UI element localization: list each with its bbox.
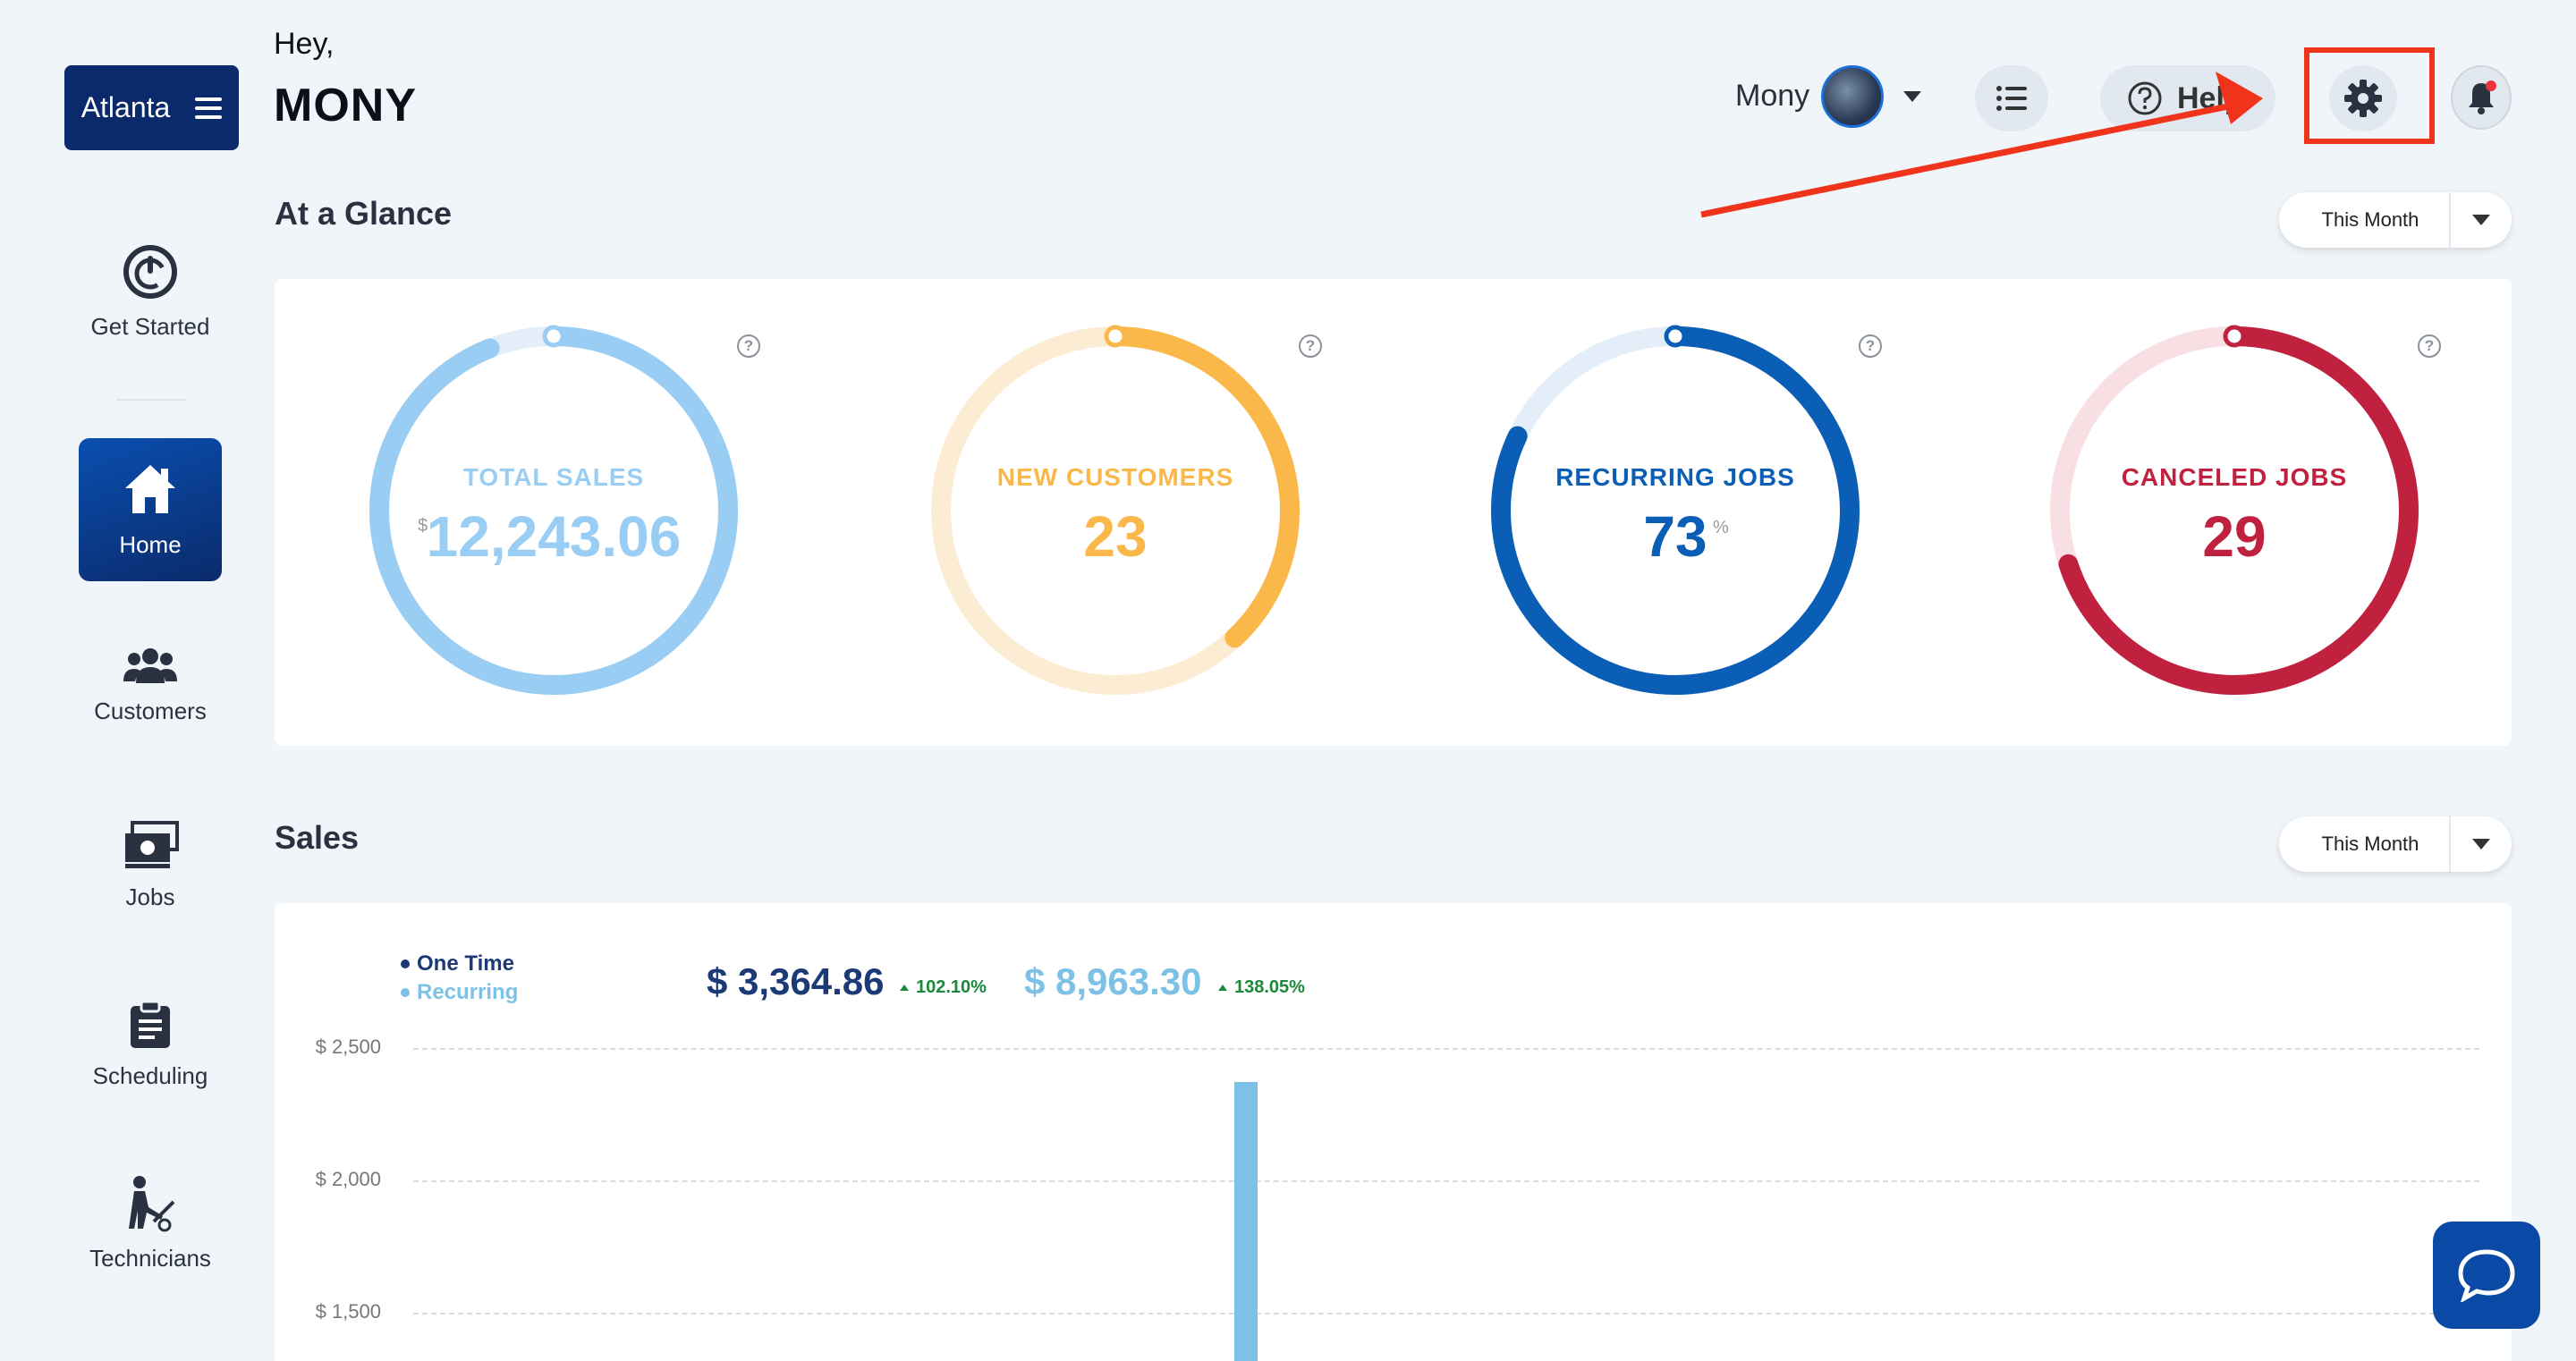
sidebar-item-label: Home xyxy=(119,530,182,558)
money-icon xyxy=(125,821,179,868)
arrow-up-icon xyxy=(900,985,909,991)
gauge-value: 73 xyxy=(1643,504,1707,569)
gauge-label: RECURRING JOBS xyxy=(1555,463,1795,491)
legend-dot xyxy=(401,959,410,968)
legend-label: One Time xyxy=(417,951,514,976)
chat-button[interactable] xyxy=(2433,1222,2540,1329)
percent-symbol: % xyxy=(1713,518,1729,537)
info-icon[interactable]: ? xyxy=(1299,334,1322,358)
sales-card xyxy=(275,903,2512,1361)
page-title: MONY xyxy=(274,80,417,131)
gauge-value: 12,243.06 xyxy=(426,504,682,569)
gear-icon xyxy=(2344,80,2382,117)
recurring-sales-value: $ 8,963.30 xyxy=(1024,960,1202,1002)
gauge-ring xyxy=(2050,325,2419,695)
recurring-change: 138.05% xyxy=(1218,977,1305,998)
chevron-down-icon xyxy=(2449,816,2512,872)
period-value: This Month xyxy=(2321,208,2419,231)
gauge-label: TOTAL SALES xyxy=(462,463,645,491)
info-icon[interactable]: ? xyxy=(737,334,760,358)
chevron-down-icon xyxy=(2449,192,2512,248)
one-time-change: 102.10% xyxy=(900,977,987,998)
notifications-button[interactable] xyxy=(2451,65,2512,130)
gauge-value: 23 xyxy=(1083,504,1148,569)
list-icon xyxy=(1996,86,2027,111)
avatar[interactable] xyxy=(1821,65,1884,128)
sidebar-item-home[interactable]: Home xyxy=(79,438,222,581)
chevron-down-icon[interactable] xyxy=(1903,91,1921,102)
power-icon xyxy=(123,245,177,299)
sidebar-item-customers[interactable]: Customers xyxy=(79,647,222,725)
legend-label: Recurring xyxy=(417,980,519,1004)
gauge-recurring-jobs xyxy=(1487,323,1863,698)
info-icon[interactable]: ? xyxy=(2418,334,2441,358)
change-value: 138.05% xyxy=(1234,977,1305,997)
info-icon[interactable]: ? xyxy=(1859,334,1882,358)
currency-symbol: $ xyxy=(418,516,428,536)
gauge-ring xyxy=(931,325,1300,695)
sidebar-item-label: Customers xyxy=(94,697,207,724)
annotation-highlight-box xyxy=(2304,47,2435,144)
sidebar-item-label: Jobs xyxy=(125,883,175,910)
location-label: Atlanta xyxy=(80,91,171,123)
gridline xyxy=(413,1048,2479,1050)
sidebar-item-scheduling[interactable]: Scheduling xyxy=(79,1000,222,1090)
legend-dot xyxy=(401,988,410,997)
chat-icon xyxy=(2458,1249,2515,1302)
chart-bar[interactable] xyxy=(1234,1082,1258,1361)
sidebar-item-jobs[interactable]: Jobs xyxy=(79,821,222,911)
period-value: This Month xyxy=(2321,833,2419,855)
gauge-ring xyxy=(1491,325,1860,695)
gauge-total-sales xyxy=(366,323,741,698)
gauge-canceled-jobs xyxy=(2046,323,2422,698)
list-view-button[interactable] xyxy=(1975,65,2048,131)
arrow-up-icon xyxy=(1218,985,1227,991)
annotation-arrow xyxy=(1700,72,2263,218)
y-tick-label: $ 2,500 xyxy=(315,1036,381,1058)
legend-one-time[interactable]: One Time xyxy=(401,951,514,976)
gauge-ring xyxy=(369,325,738,695)
sidebar-divider xyxy=(116,399,186,401)
location-menu-button[interactable]: Atlanta xyxy=(64,65,239,150)
bell-icon xyxy=(2469,80,2496,114)
sidebar-item-label: Scheduling xyxy=(92,1062,208,1089)
gridline xyxy=(413,1180,2479,1182)
settings-button[interactable] xyxy=(2329,65,2397,131)
legend-recurring[interactable]: Recurring xyxy=(401,980,518,1005)
gauge-value: 29 xyxy=(2202,504,2267,569)
technician-icon xyxy=(129,1176,175,1232)
gauge-new-customers xyxy=(928,323,1303,698)
sidebar-item-get-started[interactable]: Get Started xyxy=(79,243,222,341)
users-icon xyxy=(123,648,177,683)
sales-period-select[interactable]: This Month xyxy=(2279,816,2512,872)
y-tick-label: $ 1,500 xyxy=(315,1300,381,1323)
hamburger-icon xyxy=(195,97,223,119)
question-circle-icon xyxy=(2128,81,2162,115)
glance-title: At a Glance xyxy=(275,195,453,232)
greeting: Hey, xyxy=(274,27,335,61)
sidebar-item-label: Technicians xyxy=(89,1245,211,1272)
one-time-sales-value: $ 3,364.86 xyxy=(707,960,885,1002)
sidebar-item-label: Get Started xyxy=(90,313,210,340)
user-name[interactable]: Mony xyxy=(1735,79,1810,113)
gauge-label: CANCELED JOBS xyxy=(2121,463,2348,491)
gridline xyxy=(413,1313,2479,1315)
sales-title: Sales xyxy=(275,819,360,856)
change-value: 102.10% xyxy=(916,977,987,997)
glance-period-select[interactable]: This Month xyxy=(2279,192,2512,248)
clipboard-icon xyxy=(131,1000,170,1048)
y-tick-label: $ 2,000 xyxy=(315,1168,381,1190)
home-icon xyxy=(125,464,175,513)
sidebar-item-technicians[interactable]: Technicians xyxy=(79,1175,222,1272)
gauge-label: NEW CUSTOMERS xyxy=(996,463,1234,491)
